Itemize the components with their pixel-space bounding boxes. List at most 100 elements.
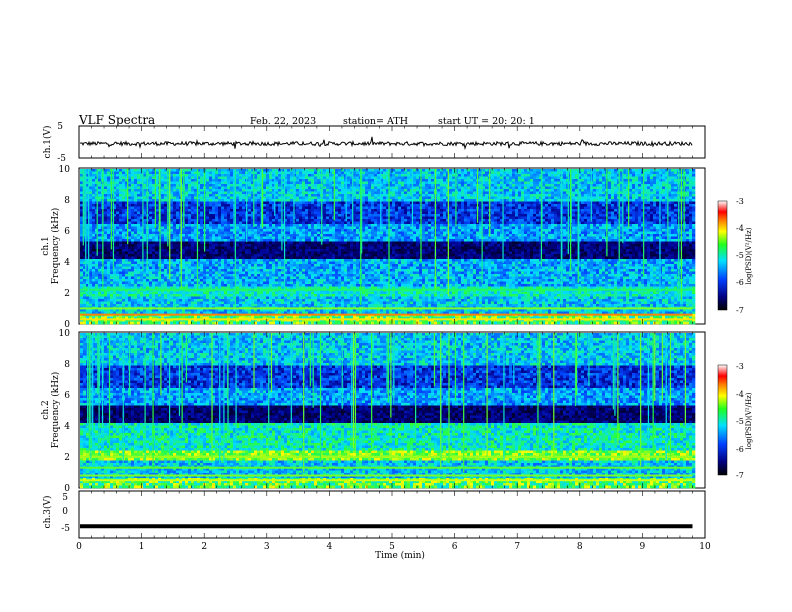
spectrogram-cell: [158, 319, 162, 322]
spectrogram-cell: [152, 176, 156, 180]
spectrogram-cell: [311, 204, 315, 207]
spectrogram-cell: [293, 186, 297, 190]
spectrogram-cell: [251, 259, 255, 262]
spectrogram-cell: [278, 186, 282, 190]
spectrogram-cell: [221, 184, 225, 187]
spectrogram-cell: [224, 296, 228, 300]
spectrogram-cell: [302, 264, 306, 267]
spectrogram-cell: [191, 266, 195, 270]
spectrogram-cell: [125, 204, 129, 207]
spectrogram-cell: [155, 286, 159, 290]
spectrogram-cell: [128, 174, 132, 177]
spectrogram-cell: [257, 174, 261, 177]
spectrogram-cell: [254, 294, 258, 297]
spectrogram-cell: [155, 199, 159, 202]
spectrogram-cell: [239, 221, 243, 225]
spectrogram-cell: [176, 274, 180, 277]
spectrogram-cell: [272, 254, 276, 257]
spectrogram-cell: [314, 204, 318, 207]
spectrogram-cell: [83, 311, 87, 315]
spectrogram-cell: [125, 316, 129, 320]
spectrogram-cell: [314, 184, 318, 187]
spectrogram-cell: [260, 264, 264, 267]
spectrogram-cell: [224, 244, 228, 247]
spectrogram-cell: [236, 291, 240, 295]
spectrogram-cell: [116, 261, 120, 265]
spectrogram-cell: [173, 259, 177, 262]
spectrogram-cell: [98, 251, 102, 255]
spectrogram-cell: [95, 291, 99, 295]
spectrogram-cell: [245, 264, 249, 267]
spectrogram-cell: [293, 201, 297, 205]
spectrogram-cell: [155, 249, 159, 252]
spectrogram-cell: [263, 199, 267, 202]
spectrogram-cell: [173, 204, 177, 207]
spectrogram-cell: [89, 269, 93, 272]
spectrogram-cell: [89, 241, 93, 245]
spectrogram-cell: [254, 196, 258, 200]
spectrogram-cell: [89, 221, 93, 225]
spectrogram-cell: [254, 286, 258, 290]
spectrogram-cell: [233, 274, 237, 277]
spectrogram-cell: [278, 269, 282, 272]
spectrogram-cell: [134, 246, 138, 250]
spectrogram-cell: [170, 316, 174, 320]
spectrogram-cell: [239, 246, 243, 250]
spectrogram-cell: [239, 264, 243, 267]
spectrogram-cell: [188, 286, 192, 290]
spectrogram-cell: [128, 309, 132, 312]
spectrogram-cell: [203, 311, 207, 315]
spectrogram-cell: [266, 196, 270, 200]
spectrogram-cell: [107, 294, 111, 297]
spectrogram-cell: [152, 254, 156, 257]
spectrogram-cell: [176, 256, 180, 260]
spectrogram-cell: [98, 321, 102, 325]
spectrogram-cell: [248, 184, 252, 187]
spectrogram-cell: [95, 299, 99, 302]
spectrogram-cell: [269, 249, 273, 252]
spectrogram-cell: [137, 226, 141, 230]
spectrogram-cell: [293, 249, 297, 252]
spectrogram-cell: [272, 259, 276, 262]
spectrogram-cell: [98, 186, 102, 190]
spectrogram-cell: [242, 171, 246, 175]
spectrogram-cell: [116, 304, 120, 307]
spectrogram-cell: [215, 246, 219, 250]
spectrogram-cell: [281, 259, 285, 262]
spectrogram-cell: [257, 239, 261, 242]
spectrogram-cell: [188, 236, 192, 240]
spectrogram-cell: [311, 181, 315, 185]
spectrogram-cell: [200, 181, 204, 185]
spectrogram-cell: [275, 276, 279, 280]
spectrogram-cell: [179, 321, 183, 325]
spectrogram-cell: [134, 216, 138, 220]
spectrogram-cell: [302, 214, 306, 217]
spectrogram-cell: [161, 204, 165, 207]
spectrogram-cell: [293, 231, 297, 235]
spectrogram-cell: [92, 266, 96, 270]
spectrogram-cell: [116, 194, 120, 197]
spectrogram-cell: [230, 221, 234, 225]
spectrogram-cell: [281, 226, 285, 230]
spectrogram-cell: [152, 244, 156, 247]
spectrogram-cell: [260, 251, 264, 255]
spectrogram-cell: [152, 301, 156, 305]
spectrogram-cell: [251, 221, 255, 225]
spectrogram-cell: [230, 186, 234, 190]
spectrogram-cell: [164, 191, 168, 195]
spectrogram-cell: [293, 269, 297, 272]
spectrogram-cell: [287, 294, 291, 297]
station-label: station= ATH: [343, 116, 408, 127]
spectrogram-cell: [263, 264, 267, 267]
spectrogram-cell: [116, 271, 120, 275]
spectrogram-cell: [113, 274, 117, 277]
spectrogram-cell: [206, 259, 210, 262]
spectrogram-cell: [182, 236, 186, 240]
spectrogram-cell: [203, 294, 207, 297]
spectrogram-cell: [290, 271, 294, 275]
spectrogram-cell: [128, 291, 132, 295]
spectrogram-cell: [278, 259, 282, 262]
spectrogram-cell: [164, 301, 168, 305]
spectrogram-cell: [122, 254, 126, 257]
spectrogram-cell: [182, 274, 186, 277]
